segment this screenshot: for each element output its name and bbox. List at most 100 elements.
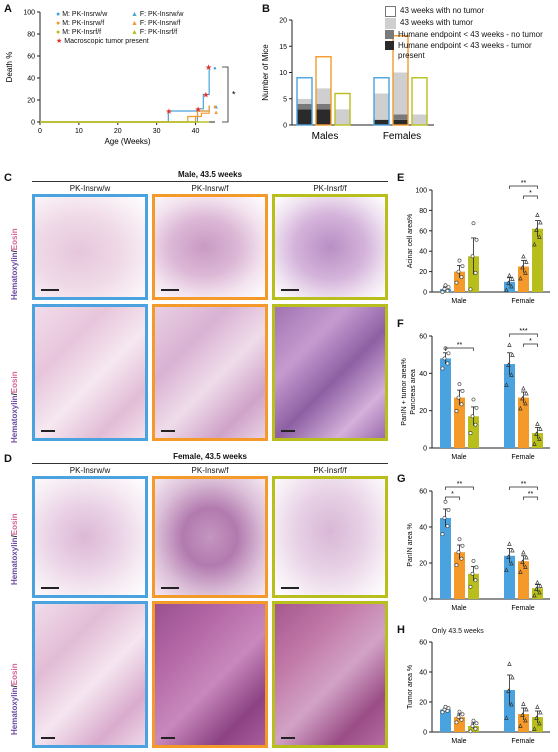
y-tick-label: 20: [27, 98, 35, 105]
stack-segment: [393, 35, 408, 73]
panel-label-e: E: [397, 172, 405, 184]
sig-bracket: [509, 333, 538, 337]
stain-label-d1: Hematoxylin/Eosin: [10, 513, 19, 585]
data-point: △: [511, 276, 515, 282]
data-point: [459, 275, 464, 280]
stack-segment: [297, 77, 312, 99]
stack-segment: [374, 119, 389, 125]
endpoint-legend: 43 weeks with no tumor 43 weeks with tum…: [385, 6, 555, 61]
data-point: △: [521, 712, 525, 718]
panel-label-f: F: [397, 318, 404, 330]
survival-legend: ● M: PK-Insrw/w ▲ F: PK-Insrw/w ● M: PK-…: [56, 10, 206, 46]
y-tick-label: 20: [419, 408, 427, 415]
bar: [518, 266, 529, 292]
bar: [504, 690, 515, 732]
data-point: [474, 405, 479, 410]
legend-m-ww: ● M: PK-Insrw/w: [56, 11, 108, 18]
scale-bar: [281, 430, 295, 432]
sig-marker: *: [529, 338, 532, 345]
stack-segment: [297, 104, 312, 110]
data-point: [456, 395, 461, 400]
panel-d-col-ff: PK-Insrf/f: [313, 466, 347, 475]
legend-with-tumor: 43 weeks with tumor: [385, 18, 555, 29]
legend-humane-tumor: Humane endpoint < 43 weeks - tumor prese…: [385, 41, 555, 61]
panin-tumor-bar-chart: 60 40 20 0 PanIN + tumor area% Pancreas area △…: [401, 328, 550, 461]
y-axis-label: Tumor area %: [407, 665, 414, 709]
stack-segment: [412, 77, 427, 115]
micrograph-male-ww-low: [32, 194, 148, 300]
data-point: [440, 290, 445, 294]
data-point: △: [505, 567, 509, 573]
data-point: [442, 287, 447, 291]
data-point: △: [511, 352, 515, 358]
micrograph-male-wf-high: [152, 304, 268, 441]
data-point: △: [521, 559, 525, 565]
legend-f-ff: ▲ F: PK-Insrf/f: [131, 29, 178, 36]
data-point: [460, 712, 465, 717]
legend-m-wf: ● M: PK-Insrw/f: [56, 20, 105, 27]
survival-endpoint-marker: ●: [213, 66, 217, 72]
panel-label-c: C: [4, 172, 12, 184]
data-point: [459, 402, 464, 407]
group-label-female: Female: [511, 605, 534, 612]
data-point: △: [533, 726, 537, 732]
stack-segment: [393, 72, 408, 115]
stack-segment: [316, 88, 331, 104]
data-point: [470, 571, 475, 576]
data-point: [442, 516, 447, 520]
y-tick-label: 40: [419, 670, 427, 677]
panel-c-col-wf: PK-Insrw/f: [191, 184, 229, 193]
survival-line: [40, 67, 210, 123]
stack-segment: [393, 119, 408, 125]
group-label-female: Female: [511, 738, 534, 745]
data-point: △: [524, 270, 528, 276]
bar: [454, 397, 465, 448]
micrograph-male-ff-low: [272, 194, 388, 300]
panel-c-col-ww: PK-Insrw/w: [69, 184, 111, 193]
group-label-female: Female: [511, 298, 534, 305]
data-point: △: [539, 219, 543, 225]
data-point: [470, 414, 475, 419]
data-point: △: [511, 675, 515, 681]
bar-outline: [296, 77, 313, 126]
data-point: [445, 361, 450, 366]
scale-bar: [41, 737, 55, 739]
data-point: △: [525, 391, 529, 397]
data-point: △: [538, 720, 542, 726]
sig-bracket: [445, 496, 460, 500]
panel-d-col-ww: PK-Insrw/w: [69, 466, 111, 475]
data-point: [446, 706, 451, 711]
data-point: △: [508, 541, 512, 547]
data-point: [474, 565, 479, 570]
data-point: △: [535, 586, 539, 592]
legend-no-tumor: 43 weeks with no tumor: [385, 6, 555, 17]
scale-bar: [41, 289, 59, 291]
data-point: [460, 543, 465, 548]
y-axis-label: PanIN area %: [407, 523, 414, 567]
y-tick-label: 100: [415, 188, 427, 195]
bar-outline: [315, 56, 332, 126]
bar: [504, 281, 515, 292]
micrograph-female-wf-high: [152, 601, 268, 748]
group-label-male: Male: [451, 605, 466, 612]
data-point: △: [511, 547, 515, 553]
micrograph-male-wf-low: [152, 194, 268, 300]
stack-segment: [316, 109, 331, 125]
y-tick-label: 0: [423, 290, 427, 297]
bar: [440, 518, 451, 599]
data-point: [442, 356, 447, 361]
data-point: △: [525, 259, 529, 265]
data-point: △: [508, 272, 512, 278]
y-tick-label: 60: [419, 334, 427, 341]
survival-lines: ●▲●▲★ ★★★*: [40, 63, 236, 123]
group-label-female: Female: [511, 454, 534, 461]
scale-bar: [161, 289, 179, 291]
y-axis-label: Acinar cell area%: [407, 214, 414, 268]
data-point: [460, 388, 465, 393]
bar: [518, 561, 529, 599]
y-tick-label: 0: [283, 123, 287, 130]
y-tick-label: 40: [419, 249, 427, 256]
data-point: △: [525, 554, 529, 560]
y-tick-label: 20: [419, 561, 427, 568]
